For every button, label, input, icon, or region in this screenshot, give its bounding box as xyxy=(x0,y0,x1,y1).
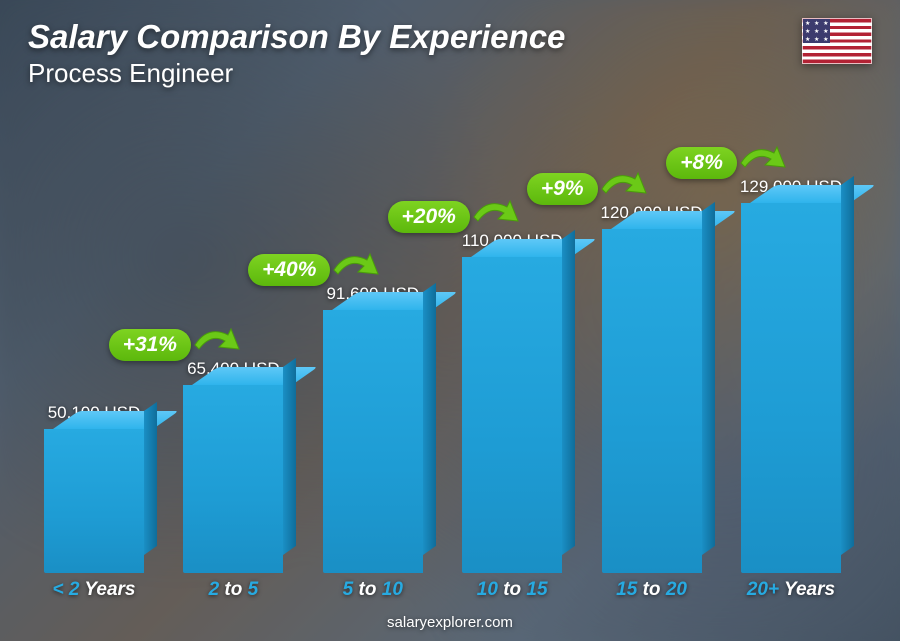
growth-percent: +20% xyxy=(388,201,470,233)
growth-arrow-icon xyxy=(739,141,789,185)
growth-badge: +40% xyxy=(248,248,382,292)
x-axis-label: 20+ Years xyxy=(732,579,850,601)
bar-slot: 50,100 USD xyxy=(35,403,153,573)
bar-slot: 129,000 USD xyxy=(732,177,850,573)
x-axis-label: 15 to 20 xyxy=(593,579,711,601)
footer-source: salaryexplorer.com xyxy=(0,614,900,631)
bar-side-face xyxy=(423,283,436,555)
bar-side-face xyxy=(144,402,157,555)
bar-front-face xyxy=(323,310,423,573)
growth-percent: +31% xyxy=(109,329,191,361)
x-axis: < 2 Years 2 to 5 5 to 10 10 to 15 15 to 20 20… xyxy=(35,579,850,601)
bar-front-face xyxy=(462,257,562,573)
growth-percent: +9% xyxy=(527,173,598,205)
bar-side-face xyxy=(283,358,296,555)
growth-arrow-icon xyxy=(600,167,650,211)
growth-badge: +20% xyxy=(388,195,522,239)
x-axis-label: 5 to 10 xyxy=(314,579,432,601)
growth-badge: +9% xyxy=(527,167,650,211)
bar xyxy=(602,229,702,573)
bar-side-face xyxy=(702,202,715,555)
bar-front-face xyxy=(44,429,144,573)
page-title: Salary Comparison By Experience xyxy=(28,18,565,56)
x-axis-label: < 2 Years xyxy=(35,579,153,601)
growth-arrow-icon xyxy=(472,195,522,239)
bar xyxy=(183,385,283,573)
bar-front-face xyxy=(602,229,702,573)
growth-badge: +8% xyxy=(666,141,789,185)
growth-percent: +40% xyxy=(248,254,330,286)
title-block: Salary Comparison By Experience Process … xyxy=(28,18,565,89)
growth-badge: +31% xyxy=(109,323,243,367)
bar-slot: 65,400 USD xyxy=(174,359,292,573)
growth-arrow-icon xyxy=(193,323,243,367)
bar-slot: 110,000 USD xyxy=(453,231,571,573)
bar xyxy=(462,257,562,573)
growth-percent: +8% xyxy=(666,147,737,179)
page-subtitle: Process Engineer xyxy=(28,58,565,89)
bar-slot: 120,000 USD xyxy=(593,203,711,573)
us-flag-icon xyxy=(802,18,872,64)
bar-front-face xyxy=(183,385,283,573)
x-axis-label: 10 to 15 xyxy=(453,579,571,601)
x-axis-label: 2 to 5 xyxy=(174,579,292,601)
bar xyxy=(44,429,144,573)
bar-slot: 91,600 USD xyxy=(314,284,432,573)
bar-side-face xyxy=(841,176,854,555)
bar-side-face xyxy=(562,230,575,555)
bar-front-face xyxy=(741,203,841,573)
header: Salary Comparison By Experience Process … xyxy=(28,18,872,89)
growth-arrow-icon xyxy=(332,248,382,292)
bar xyxy=(741,203,841,573)
bar xyxy=(323,310,423,573)
